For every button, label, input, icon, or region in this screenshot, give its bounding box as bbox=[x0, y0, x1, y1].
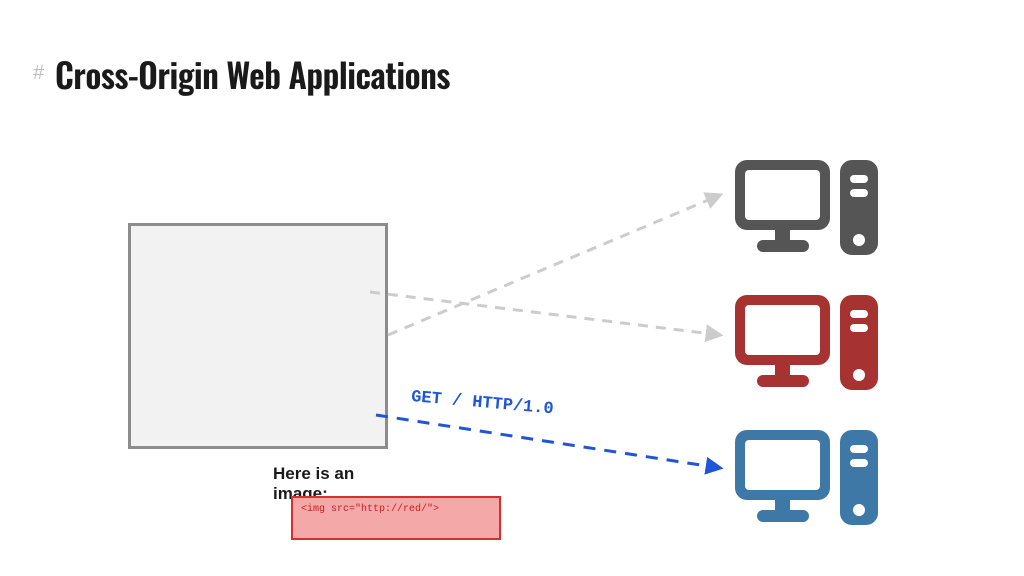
server-blue-icon bbox=[735, 425, 880, 535]
arrow-gray bbox=[388, 195, 720, 335]
server-gray-icon bbox=[735, 155, 880, 265]
page-title: Cross-Origin Web Applications bbox=[55, 48, 450, 99]
webpage-panel: Here is an image: <img src="http://red/"… bbox=[128, 223, 388, 449]
arrow-blue bbox=[376, 415, 720, 468]
slide-stage: # Cross-Origin Web Applications Here is … bbox=[0, 0, 1024, 576]
http-request-label: GET / HTTP/1.0 bbox=[410, 388, 554, 419]
arrow-gray bbox=[370, 292, 720, 335]
img-tag-red: <img src="http://red/"> bbox=[291, 496, 501, 540]
title-hash: # bbox=[33, 62, 44, 85]
server-red-icon bbox=[735, 290, 880, 400]
